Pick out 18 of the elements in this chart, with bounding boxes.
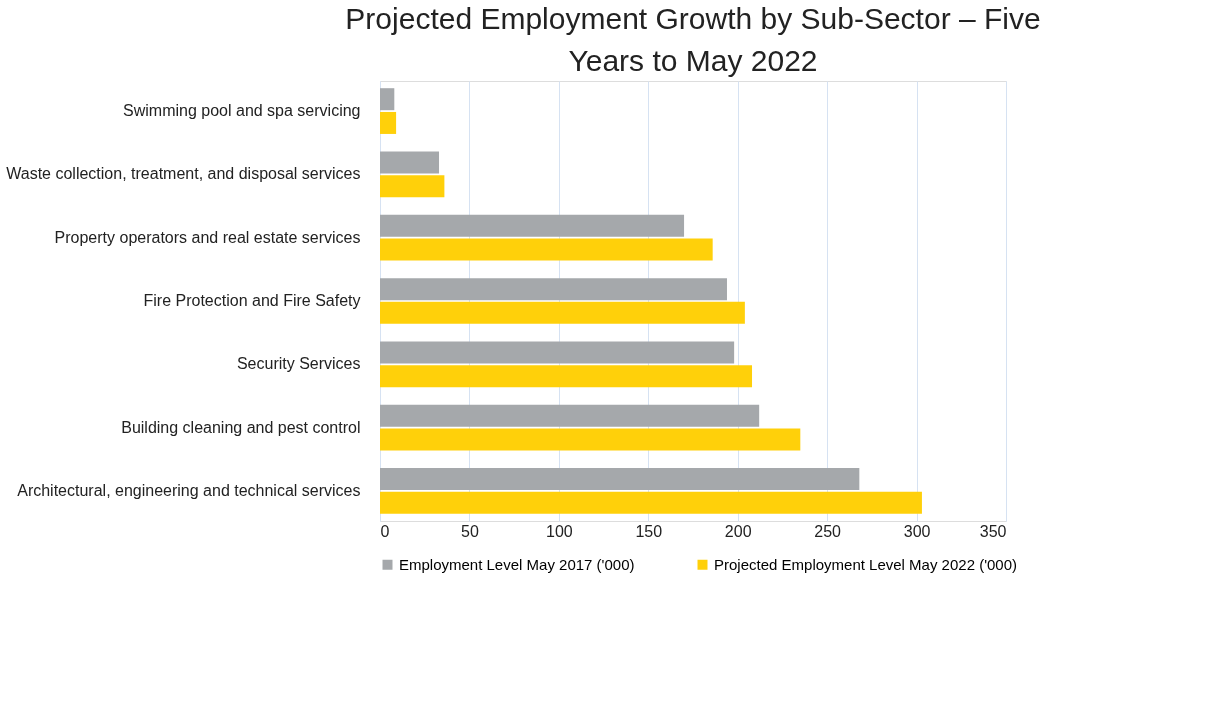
y-tick-label: Property operators and real estate services [54, 228, 361, 246]
y-tick-label: Swimming pool and spa servicing [123, 102, 361, 120]
legend-label: Employment Level May 2017 ('000) [399, 555, 635, 573]
x-tick-label: 0 [380, 522, 390, 540]
x-tick-label: 300 [903, 522, 931, 540]
x-tick-label: 50 [461, 522, 479, 540]
chart-title: Projected Employment Growth by Sub-Sector – Five Years to May 2022 [345, 2, 1041, 77]
x-tick-label: 350 [979, 522, 1007, 540]
y-tick-label: Architectural, engineering and technical services [17, 481, 361, 499]
legend-label: Projected Employment Level May 2022 ('000) [714, 555, 1018, 573]
x-tick-label: 150 [635, 522, 663, 540]
x-tick-label: 250 [814, 522, 842, 540]
x-tick-label: 100 [546, 522, 573, 540]
y-tick-label: Building cleaning and pest control [121, 418, 361, 436]
x-tick-label: 200 [724, 522, 752, 540]
y-tick-label: Security Services [236, 355, 361, 373]
y-tick-label: Waste collection, treatment, and disposal services [6, 165, 361, 183]
y-tick-label: Fire Protection and Fire Safety [143, 292, 361, 309]
